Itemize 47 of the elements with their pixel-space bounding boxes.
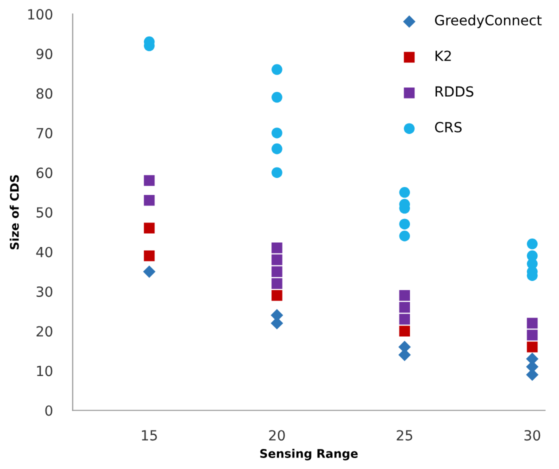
point — [399, 218, 410, 230]
point — [526, 330, 538, 340]
y-tick-label: 100 — [28, 9, 52, 20]
point — [143, 265, 156, 278]
point — [399, 230, 410, 242]
point — [272, 92, 282, 103]
y-tick-label: 40 — [36, 246, 52, 258]
point — [272, 167, 282, 178]
point — [144, 250, 155, 262]
point — [272, 266, 282, 278]
point — [272, 242, 282, 254]
legend-label: K2 — [436, 50, 451, 61]
point — [272, 143, 282, 154]
x-tick-label: 15 — [142, 430, 157, 441]
point — [399, 187, 410, 198]
y-tick-label: 30 — [36, 286, 52, 297]
point — [144, 222, 155, 234]
y-axis-title: Size of CDS — [10, 175, 19, 250]
point — [399, 326, 410, 336]
y-tick-label: 50 — [36, 207, 52, 218]
x-tick-label: 20 — [269, 430, 285, 441]
legend-label: RDDS — [436, 86, 474, 97]
x-tick-label: 30 — [524, 430, 540, 441]
point — [144, 175, 155, 186]
point — [272, 290, 282, 301]
point — [272, 64, 282, 75]
point — [272, 278, 282, 289]
x-axis-title: Sensing Range — [260, 448, 358, 460]
y-tick-label: 10 — [37, 366, 52, 376]
point — [526, 238, 538, 250]
x-tick-label: 25 — [396, 430, 412, 441]
point — [272, 128, 282, 138]
y-tick-label: 80 — [36, 88, 52, 99]
y-tick-label: 0 — [45, 405, 52, 416]
point — [272, 254, 282, 266]
point — [399, 290, 410, 301]
legend-label: GreedyConnect — [435, 14, 542, 28]
point — [144, 194, 155, 206]
point — [526, 318, 538, 329]
point — [526, 342, 538, 352]
y-tick-label: 90 — [36, 48, 52, 60]
y-tick-label: 20 — [36, 326, 52, 337]
y-tick-label: 60 — [36, 168, 52, 178]
point — [399, 314, 410, 325]
legend-label: CRS — [435, 122, 462, 132]
point — [399, 302, 410, 313]
y-tick-label: 70 — [36, 128, 52, 138]
